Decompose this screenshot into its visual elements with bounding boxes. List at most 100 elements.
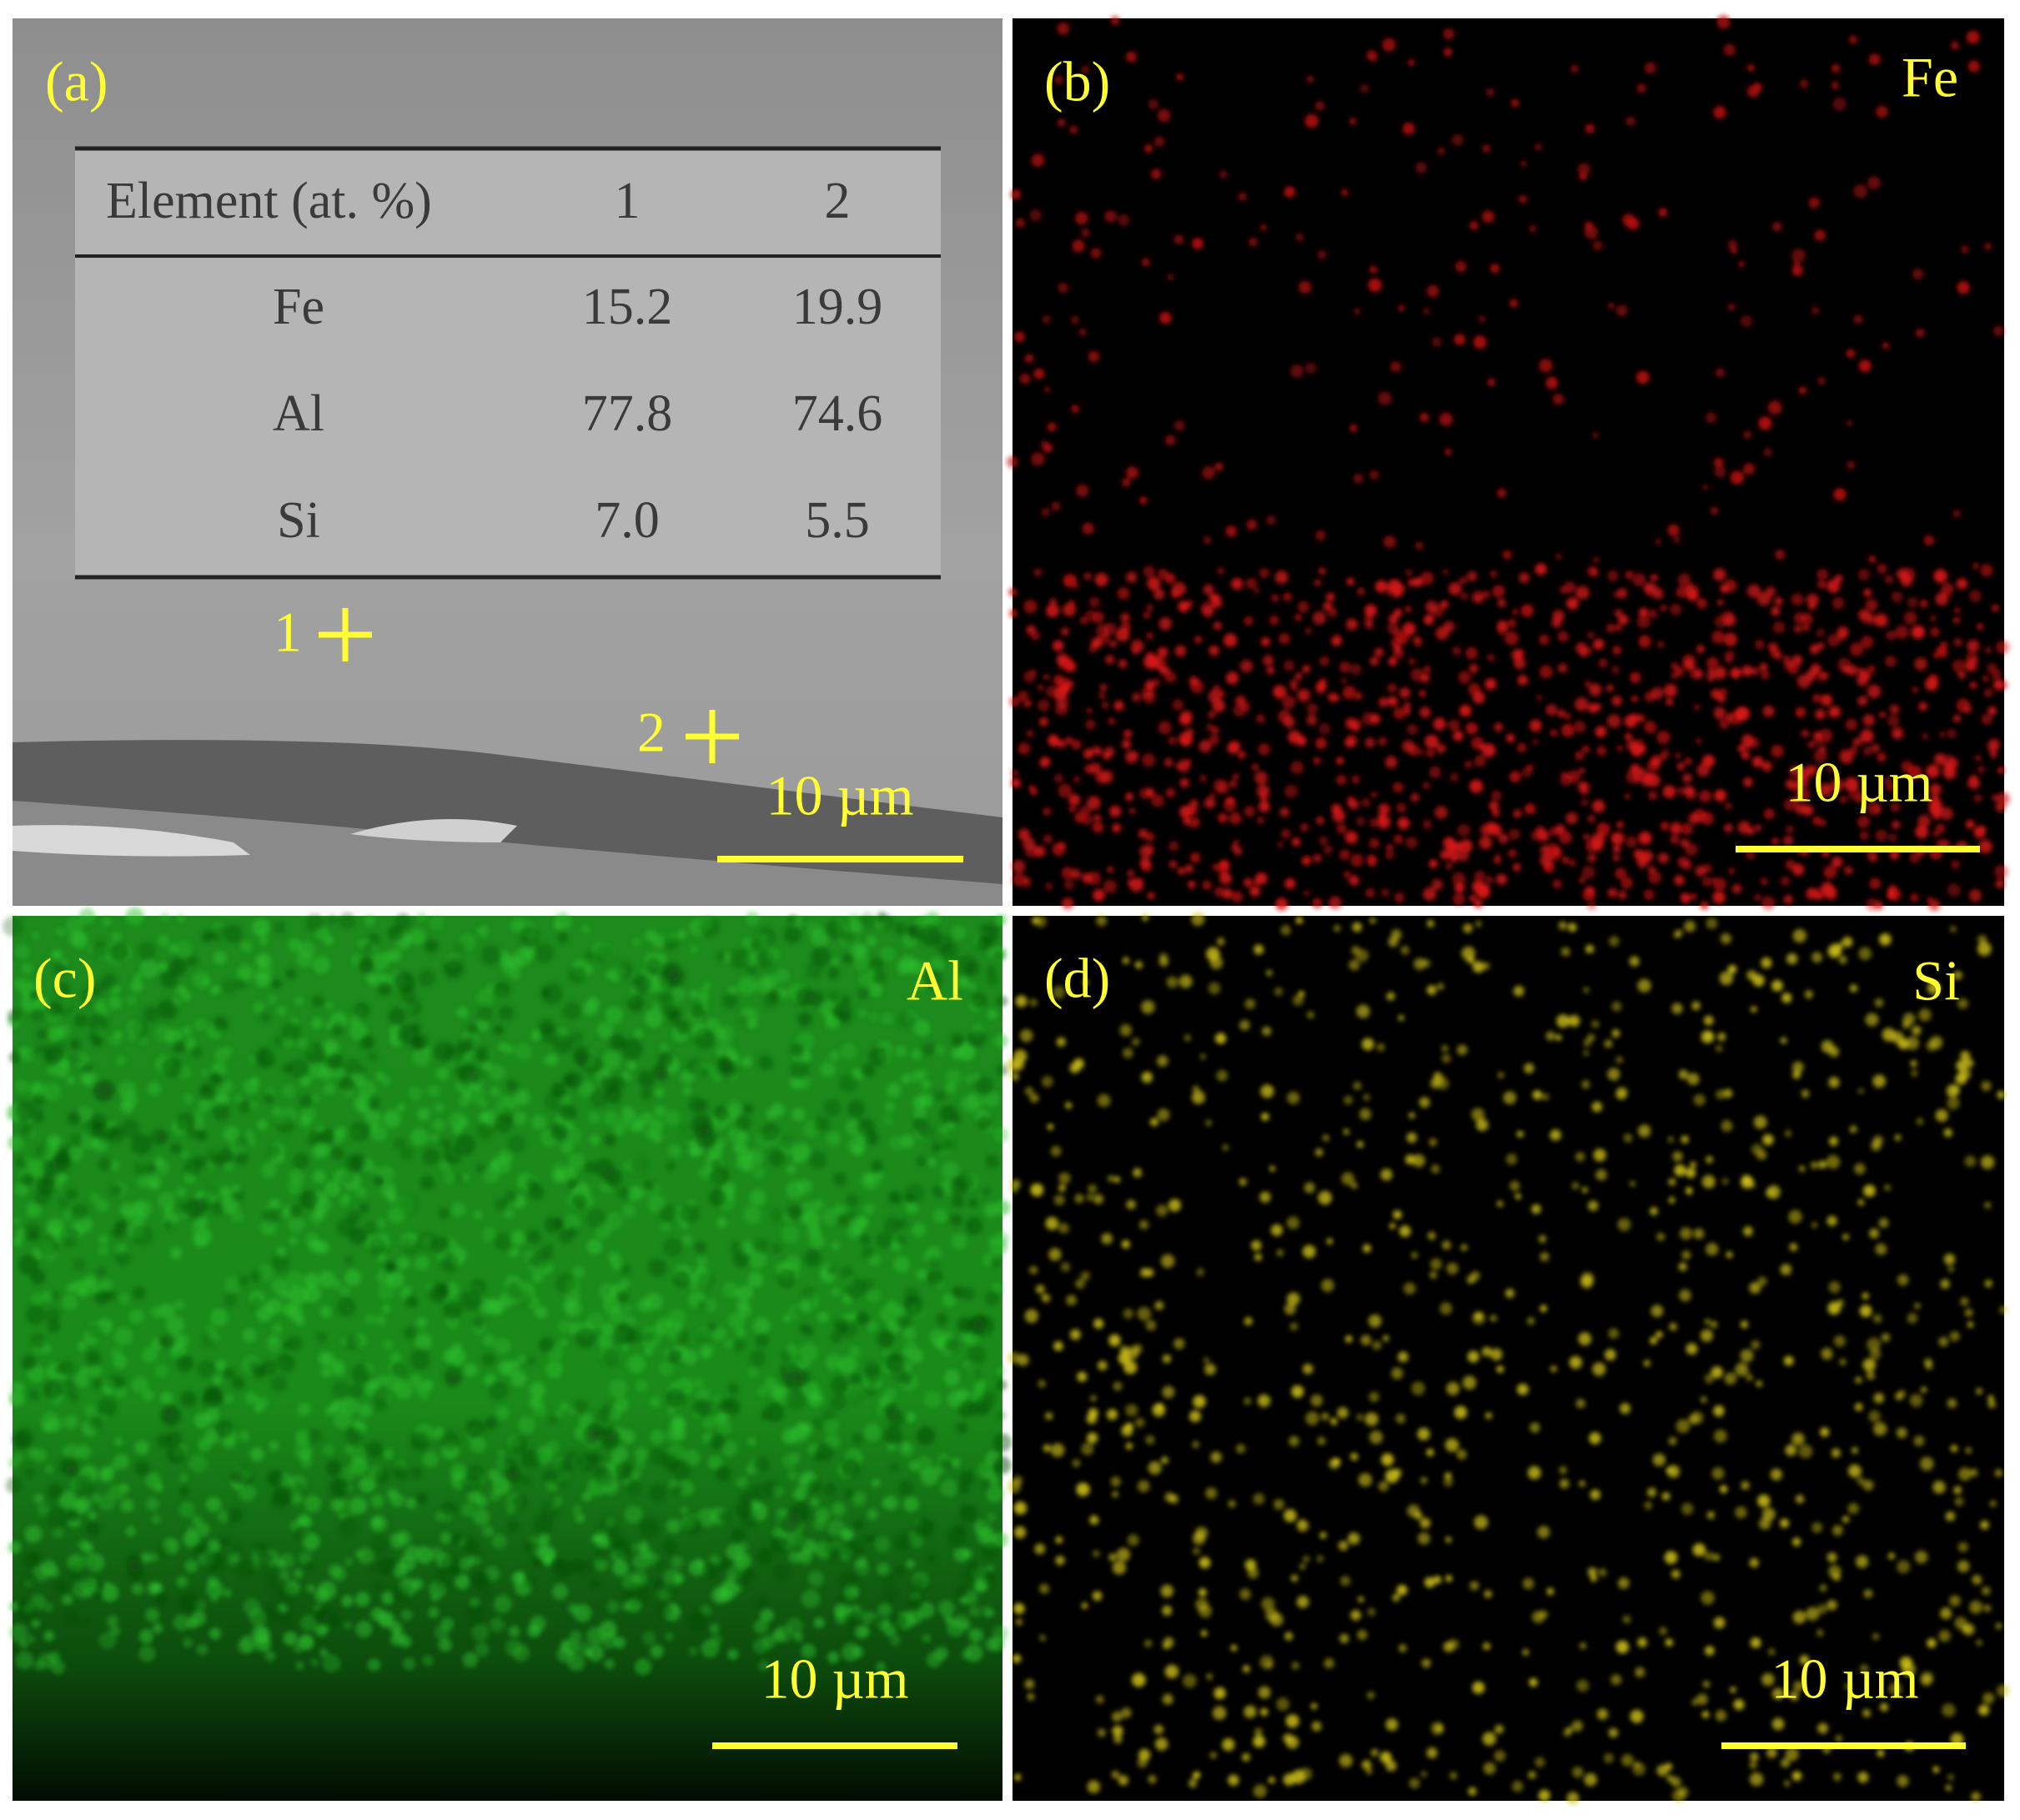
map-dot <box>1316 1555 1324 1563</box>
map-dot <box>1931 795 1940 804</box>
map-dot <box>1283 1733 1294 1744</box>
map-dot <box>66 1564 83 1581</box>
map-dot <box>505 1639 523 1657</box>
map-dot <box>1441 1240 1451 1250</box>
map-dot <box>1073 1058 1084 1069</box>
map-dot <box>810 1497 820 1507</box>
map-dot <box>1203 1357 1210 1364</box>
map-dot <box>1632 1762 1646 1776</box>
map-dot <box>596 1022 614 1039</box>
map-dot <box>1636 615 1651 629</box>
map-dot <box>294 995 304 1006</box>
map-dot <box>430 915 444 930</box>
map-dot <box>1951 860 1960 869</box>
map-dot <box>1727 964 1737 974</box>
map-dot <box>1109 805 1122 817</box>
map-dot <box>264 1570 279 1585</box>
map-dot <box>1951 41 1959 50</box>
map-dot <box>1244 1316 1253 1326</box>
map-dot <box>1364 737 1375 748</box>
map-dot <box>1431 605 1444 617</box>
map-dot <box>1555 824 1565 834</box>
map-dot <box>53 1061 70 1078</box>
map-dot <box>370 1165 381 1175</box>
map-dot <box>1174 645 1187 657</box>
map-dot <box>1508 828 1520 841</box>
map-dot <box>1761 957 1772 968</box>
map-dot <box>1661 1491 1671 1501</box>
map-dot <box>1343 870 1351 878</box>
map-dot <box>565 1071 583 1089</box>
map-dot <box>1691 893 1697 900</box>
map-dot <box>63 1415 78 1430</box>
map-dot <box>1018 691 1029 701</box>
map-dot <box>1486 653 1495 662</box>
map-dot <box>1051 501 1061 511</box>
map-dot <box>1667 524 1680 536</box>
map-dot <box>781 1224 800 1244</box>
map-dot <box>344 1058 361 1075</box>
map-dot <box>37 1503 50 1516</box>
map-dot <box>54 1364 65 1375</box>
map-dot <box>1771 606 1781 616</box>
map-dot <box>69 1393 80 1403</box>
map-dot <box>1146 604 1153 611</box>
map-dot <box>1574 696 1589 711</box>
map-dot <box>1914 657 1927 671</box>
map-dot <box>1259 801 1270 812</box>
table-cell: 7.0 <box>595 492 660 549</box>
map-dot <box>1631 713 1639 721</box>
map-dot <box>580 1053 602 1074</box>
map-dot <box>1678 1069 1689 1079</box>
map-dot <box>1289 1322 1299 1331</box>
map-dot <box>1198 1588 1207 1597</box>
map-dot <box>1431 878 1444 891</box>
map-dot <box>1795 1495 1805 1504</box>
map-dot <box>1794 802 1806 815</box>
map-dot <box>1811 952 1823 963</box>
map-dot <box>1987 1400 1996 1409</box>
map-dot <box>489 1064 506 1081</box>
map-dot <box>518 1416 535 1434</box>
map-dot <box>1785 825 1795 834</box>
map-dot <box>1535 826 1545 837</box>
map-dot <box>749 1349 766 1367</box>
map-dot <box>279 1289 291 1301</box>
map-dot <box>1223 633 1238 647</box>
map-dot <box>1437 983 1445 990</box>
map-dot <box>781 1349 792 1361</box>
map-dot <box>1141 1071 1153 1083</box>
map-dot <box>1957 998 1968 1009</box>
map-dot <box>1952 714 1962 723</box>
map-dot <box>332 1280 342 1290</box>
map-dot <box>1946 1084 1960 1098</box>
map-dot <box>113 1030 123 1039</box>
map-dot <box>120 1100 134 1114</box>
map-dot <box>1329 896 1342 909</box>
map-dot <box>212 1375 223 1385</box>
map-dot <box>198 1098 213 1112</box>
map-dot <box>1726 1251 1733 1259</box>
map-dot <box>111 931 122 943</box>
map-dot <box>1474 755 1486 767</box>
map-dot <box>754 1456 770 1472</box>
map-dot <box>1304 627 1313 635</box>
map-dot <box>1583 1049 1590 1057</box>
map-dot <box>1148 1775 1157 1784</box>
map-dot <box>649 1484 666 1501</box>
map-dot <box>544 1091 565 1112</box>
map-dot <box>635 1459 646 1470</box>
map-dot <box>341 1396 359 1415</box>
map-dot <box>191 1047 203 1058</box>
map-dot <box>989 1636 1005 1652</box>
map-dot <box>1855 1376 1862 1384</box>
map-dot <box>1558 663 1568 673</box>
map-dot <box>87 1324 103 1340</box>
map-dot <box>1035 916 1047 928</box>
map-dot <box>85 1350 102 1366</box>
map-dot <box>1436 1077 1450 1090</box>
map-dot <box>1218 812 1228 823</box>
map-dot <box>1394 834 1404 844</box>
map-dot <box>1041 1075 1053 1088</box>
map-dot <box>141 1346 158 1363</box>
